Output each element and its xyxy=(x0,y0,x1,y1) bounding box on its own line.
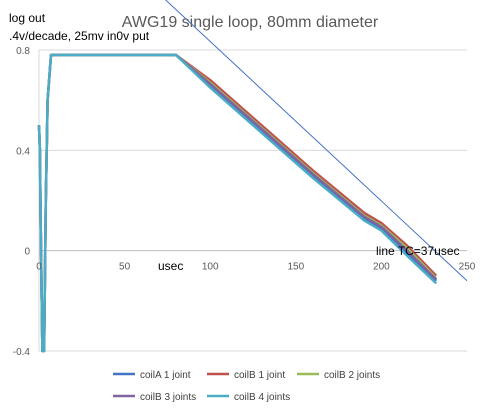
gridlines xyxy=(39,49,467,352)
fit-line xyxy=(164,0,468,282)
series-line xyxy=(37,53,438,353)
x-axis-label: usec xyxy=(158,259,183,273)
x-tick-label: 0 xyxy=(36,262,42,273)
y-tick-label: 0 xyxy=(24,247,30,258)
x-tick-label: 250 xyxy=(459,262,476,273)
legend-label: coilB 3 joints xyxy=(140,392,196,403)
fit-line-group xyxy=(164,0,468,282)
series-line xyxy=(37,53,438,353)
y-tick-label: -0.4 xyxy=(13,347,31,358)
series-line xyxy=(37,53,438,353)
legend-label: coilB 1 joint xyxy=(234,370,285,381)
y-tick-labels: -0.4 0 0.4 0.8 xyxy=(13,46,31,358)
legend-label: coilA 1 joint xyxy=(140,370,191,381)
x-tick-label: 50 xyxy=(119,262,131,273)
series-line xyxy=(37,53,438,353)
x-tick-label: 150 xyxy=(287,262,304,273)
series-group xyxy=(37,53,438,353)
x-tick-label: 200 xyxy=(373,262,390,273)
legend-label: coilB 2 joints xyxy=(324,370,380,381)
series-line xyxy=(37,53,438,353)
legend-label: coilB 4 joints xyxy=(234,392,290,403)
legend: coilA 1 joint coilB 1 joint coilB 2 joints… xyxy=(113,370,380,403)
x-tick-labels: 0 50 100 150 200 250 xyxy=(36,262,476,273)
y-axis-label-line2: .4v/decade, 25mv in0v put xyxy=(9,29,150,43)
fit-annotation: line TC=37usec xyxy=(376,244,460,258)
x-tick-label: 100 xyxy=(202,262,219,273)
y-tick-label: 0.8 xyxy=(16,46,30,57)
chart-title: AWG19 single loop, 80mm diameter xyxy=(122,14,379,31)
y-axis-label-line1: log out xyxy=(9,11,46,25)
y-tick-label: 0.4 xyxy=(16,146,30,157)
